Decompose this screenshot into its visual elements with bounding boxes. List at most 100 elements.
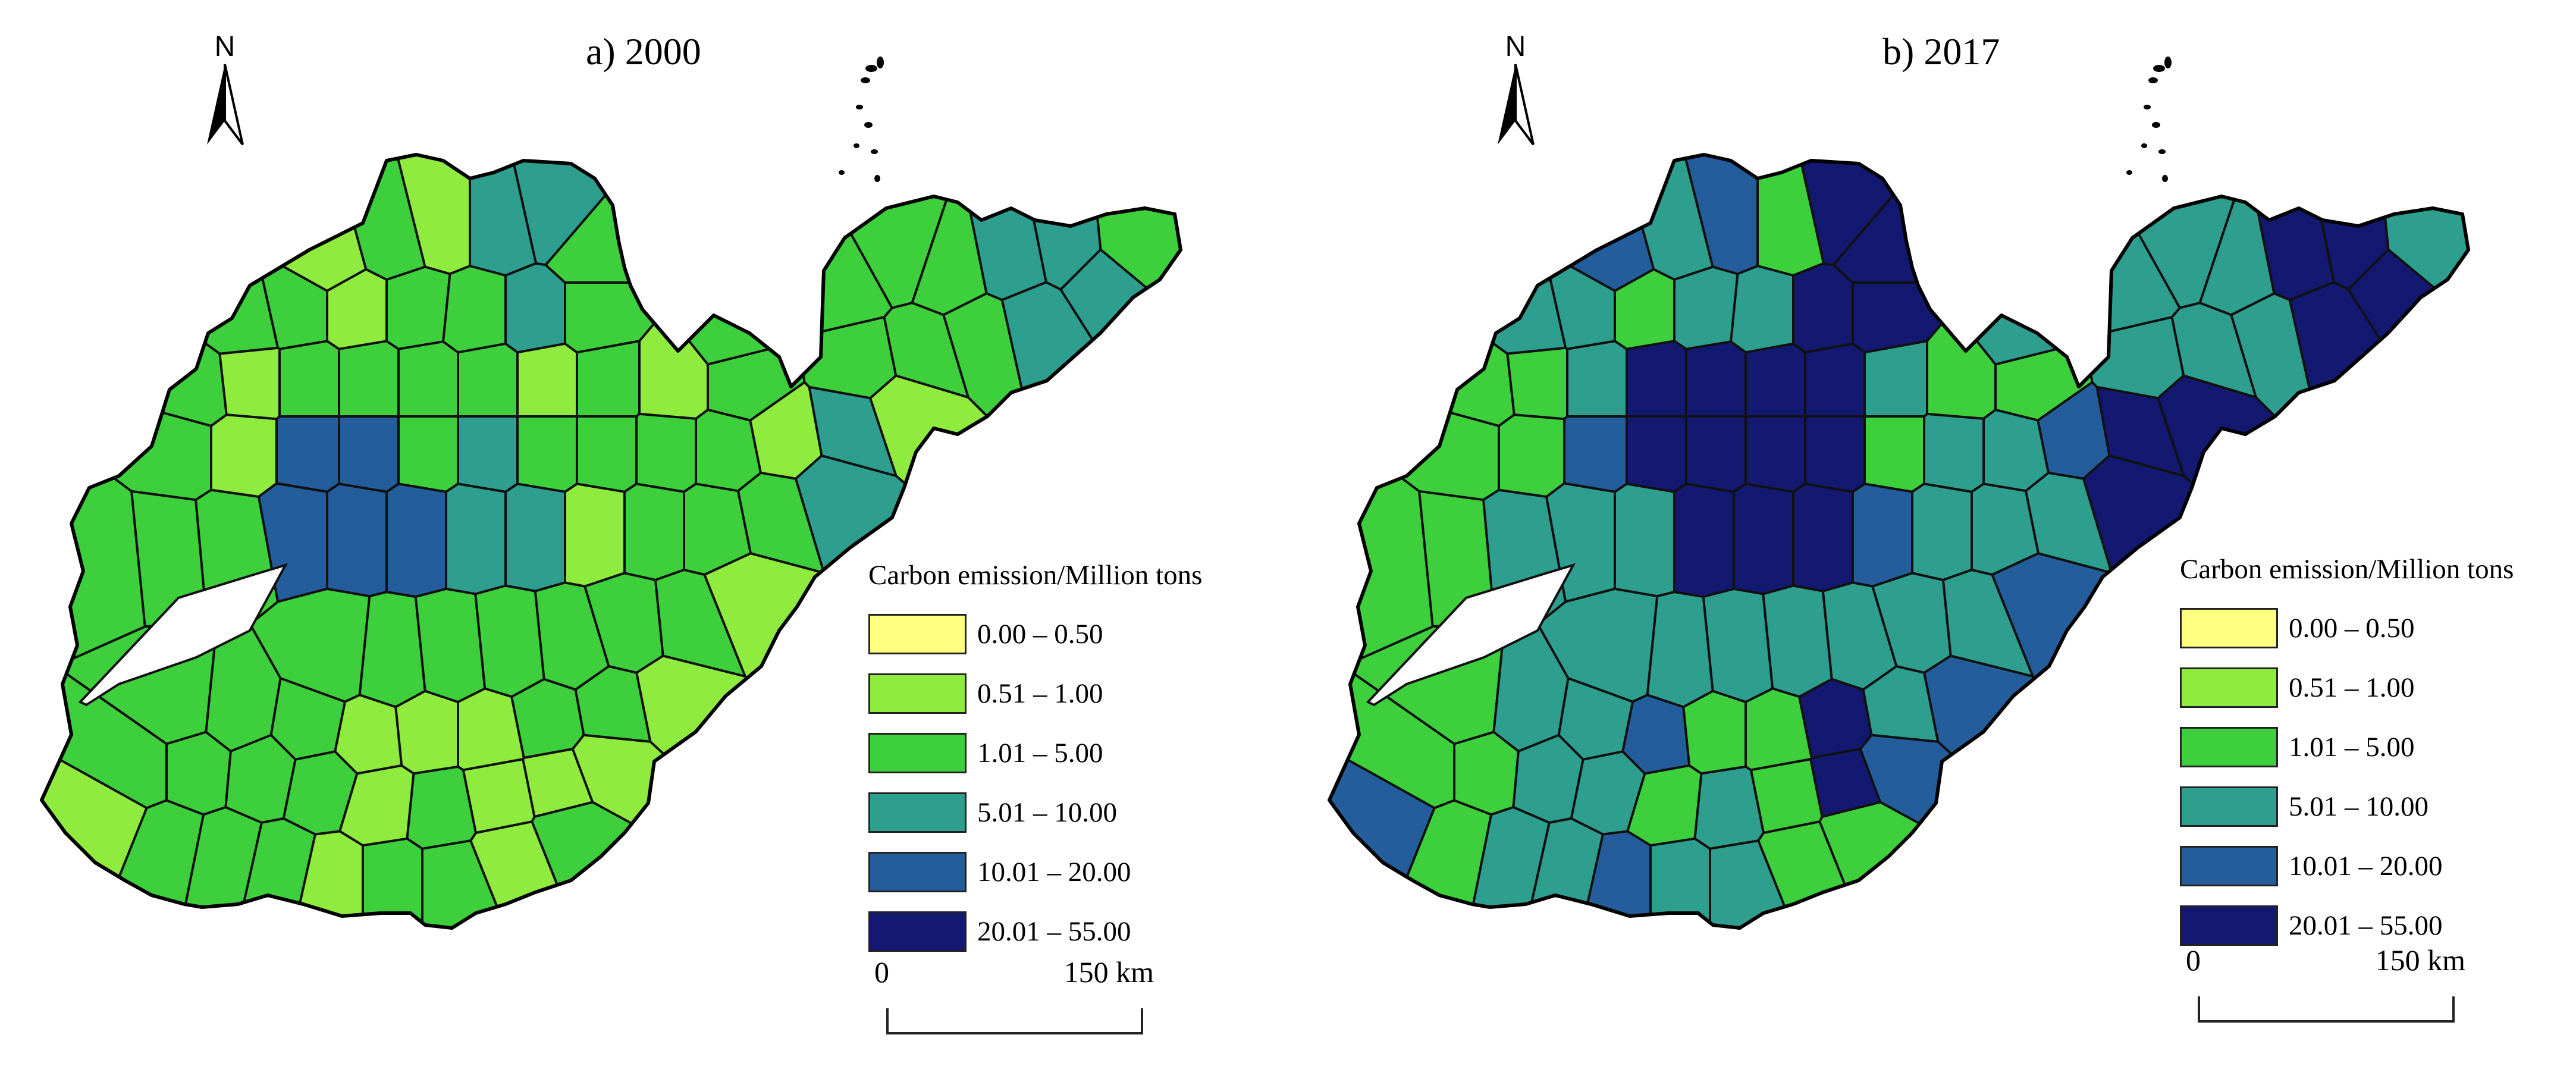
legend-item: 10.01 – 20.00 xyxy=(868,842,1202,902)
legend-item: 0.51 – 1.00 xyxy=(2180,658,2514,717)
county-region xyxy=(1682,689,1747,775)
county-region xyxy=(1685,415,1747,493)
scale-bar: 0 150 km xyxy=(2186,943,2465,1026)
county-region xyxy=(1563,415,1628,493)
province-boundary xyxy=(1328,153,2470,930)
county-region xyxy=(1923,412,1985,493)
island xyxy=(877,57,884,68)
county-region xyxy=(385,482,447,598)
county-region xyxy=(445,482,507,595)
scale-line xyxy=(886,1008,1143,1034)
county-region xyxy=(635,412,697,493)
island xyxy=(861,77,870,83)
county-region xyxy=(275,415,340,493)
legend-label: 5.01 – 10.00 xyxy=(2289,791,2428,822)
county-region xyxy=(731,155,893,338)
county-region xyxy=(57,155,368,292)
county-region xyxy=(474,584,545,698)
panel-2000: a) 2000 N Carbon emission/Million tons 0… xyxy=(40,30,1202,1038)
island xyxy=(2153,65,2165,72)
legend-swatch xyxy=(868,733,967,773)
legend-item: 20.01 – 55.00 xyxy=(868,902,1202,961)
county-region xyxy=(338,415,400,493)
county-region xyxy=(326,482,388,598)
county-region xyxy=(1762,584,1833,698)
legend-swatch xyxy=(2180,905,2278,946)
legend-swatch xyxy=(868,792,967,833)
county-region xyxy=(385,265,451,350)
county-region xyxy=(394,689,459,775)
county-region xyxy=(571,733,899,928)
legend-title: Carbon emission/Million tons xyxy=(868,560,1203,591)
county-region xyxy=(1863,340,1928,418)
county-region xyxy=(1804,342,1866,418)
county-region xyxy=(291,155,426,281)
county-region xyxy=(358,591,426,708)
county-region xyxy=(1329,192,1516,427)
county-region xyxy=(1792,262,1854,354)
island xyxy=(871,149,878,154)
legend-swatch xyxy=(2180,786,2278,827)
county-region xyxy=(663,176,801,366)
legend-label: 10.01 – 20.00 xyxy=(2289,851,2443,882)
county-region xyxy=(210,413,278,498)
legend-label: 1.01 – 5.00 xyxy=(2289,732,2415,763)
county-region xyxy=(1673,265,1739,350)
scale-bar: 0 150 km xyxy=(874,955,1154,1038)
panel-2017: b) 2017 N Carbon emission/Million tons 0… xyxy=(1288,0,2576,1066)
island xyxy=(856,105,863,109)
legend-label: 0.51 – 1.00 xyxy=(2289,672,2415,703)
county-region xyxy=(749,155,969,309)
county-region xyxy=(442,265,507,354)
county-region xyxy=(2085,316,2185,400)
legend-2000: Carbon emission/Million tons 0.00 – 0.50… xyxy=(868,559,1202,961)
county-region xyxy=(42,155,280,355)
province-boundary xyxy=(40,153,1182,930)
county-region xyxy=(1764,155,2043,266)
legend-swatch xyxy=(868,614,967,654)
legend-item: 1.01 – 5.00 xyxy=(868,723,1202,783)
legend-label: 5.01 – 10.00 xyxy=(977,797,1117,828)
county-region xyxy=(462,758,536,834)
county-region xyxy=(1614,482,1676,598)
legend-swatch xyxy=(2180,727,2278,767)
county-region xyxy=(1626,415,1687,493)
county-region xyxy=(504,482,566,592)
county-region xyxy=(397,415,459,493)
scale-end-label: 150 km xyxy=(1063,955,1154,989)
county-region xyxy=(576,415,638,493)
county-region xyxy=(469,155,538,277)
county-region xyxy=(42,192,228,427)
county-region xyxy=(623,482,685,581)
county-region xyxy=(516,342,578,418)
county-region xyxy=(1749,758,1824,834)
legend-label: 20.01 – 55.00 xyxy=(2289,910,2443,941)
county-region xyxy=(476,155,755,266)
county-region xyxy=(544,155,752,284)
map-2017 xyxy=(1328,57,2470,930)
legend-label: 0.00 – 0.50 xyxy=(2289,613,2415,644)
north-arrow-icon: N xyxy=(1498,31,1535,146)
county-region xyxy=(218,346,281,421)
scale-start-label: 0 xyxy=(874,955,889,989)
county-region xyxy=(1673,482,1735,598)
county-region xyxy=(1646,591,1714,708)
county-region xyxy=(2019,155,2181,338)
county-region xyxy=(1498,413,1565,498)
county-region xyxy=(1506,346,1568,421)
lake-region xyxy=(1366,563,1576,707)
north-label: N xyxy=(1505,31,1526,62)
county-region xyxy=(1792,482,1854,592)
county-region xyxy=(397,340,459,418)
county-region xyxy=(1329,155,1567,355)
county-region xyxy=(1649,837,1711,928)
legend-swatch xyxy=(868,852,967,892)
county-region xyxy=(516,415,578,493)
legend-swatch xyxy=(2180,846,2278,886)
legend-item: 5.01 – 10.00 xyxy=(868,783,1202,842)
lake-region xyxy=(78,563,288,707)
island xyxy=(2158,149,2166,154)
legend-label: 20.01 – 55.00 xyxy=(977,916,1131,947)
county-region xyxy=(1804,415,1866,493)
island xyxy=(2144,105,2151,109)
